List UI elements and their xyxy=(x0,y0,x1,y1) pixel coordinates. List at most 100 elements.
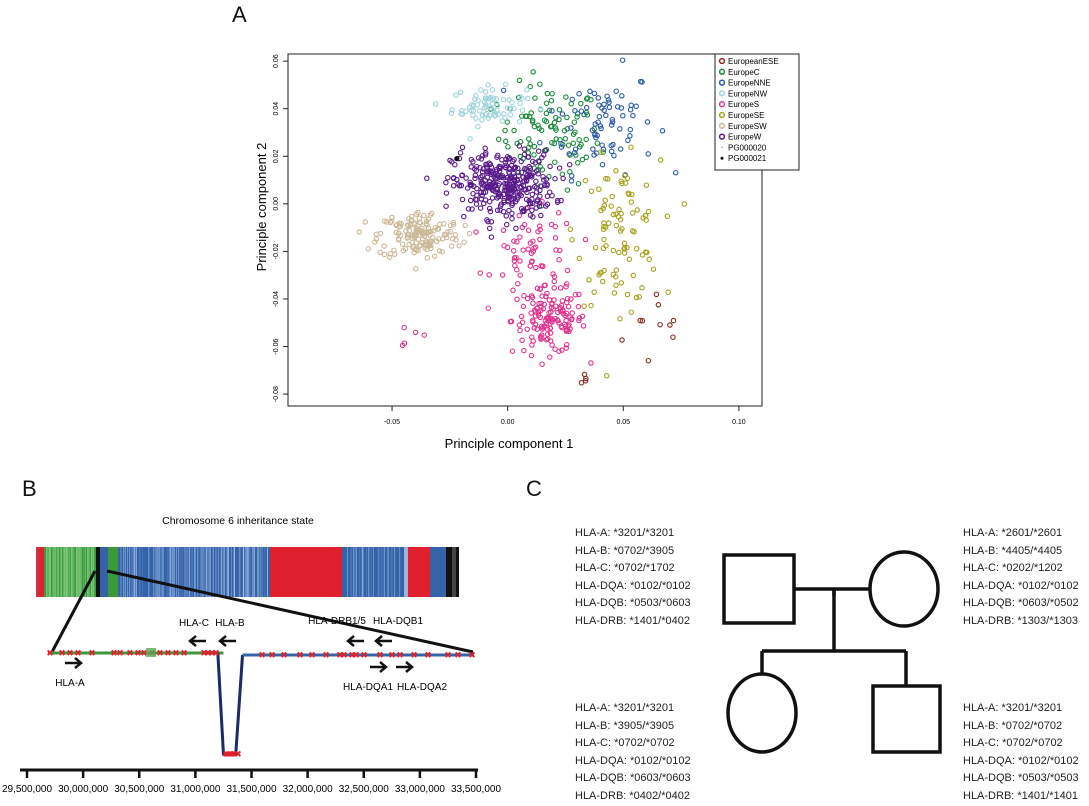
data-point xyxy=(613,222,620,229)
data-point xyxy=(520,182,527,189)
data-point xyxy=(423,242,429,249)
data-point xyxy=(543,293,549,300)
data-point xyxy=(541,177,547,183)
data-point xyxy=(485,115,492,121)
data-point xyxy=(466,230,473,237)
data-point xyxy=(536,159,542,165)
data-point xyxy=(637,317,643,324)
data-point xyxy=(523,174,529,181)
data-point xyxy=(418,227,424,234)
data-point xyxy=(421,332,427,338)
legend-label: EuropeanESE xyxy=(728,57,779,66)
pca-axes-ticks: -0.05 0.00 0.05 0.10 -0.08 -0.06 -0.04 -0.02 0.0… xyxy=(273,54,746,426)
data-point xyxy=(601,236,607,243)
data-point xyxy=(542,147,549,154)
data-point xyxy=(513,254,519,261)
data-point xyxy=(556,348,562,354)
data-point xyxy=(571,119,578,125)
data-point xyxy=(547,123,554,130)
data-point xyxy=(565,303,572,310)
genotype-line: HLA-C: *0202/*1202 xyxy=(963,562,1063,575)
data-point xyxy=(562,312,568,319)
data-point xyxy=(568,178,575,184)
data-point xyxy=(633,103,639,110)
data-point xyxy=(608,203,614,209)
legend-marker xyxy=(718,79,726,86)
data-point xyxy=(594,140,601,146)
data-point xyxy=(583,104,590,111)
data-point xyxy=(563,94,569,100)
data-point xyxy=(517,272,523,278)
data-point xyxy=(613,267,620,273)
data-point xyxy=(537,236,543,243)
data-point xyxy=(538,336,544,342)
snp-marker: ✖ xyxy=(204,649,212,659)
data-point xyxy=(517,327,523,334)
data-point xyxy=(596,272,602,278)
data-point xyxy=(543,146,550,153)
data-point xyxy=(470,159,476,165)
data-point xyxy=(603,112,609,119)
data-point xyxy=(621,240,628,247)
snp-marker: ✖ xyxy=(180,649,188,659)
panel-c-label: C xyxy=(526,476,542,501)
data-point xyxy=(553,247,559,253)
genotype-line: HLA-DQA: *0102/*0102 xyxy=(575,754,691,767)
data-point xyxy=(411,231,418,237)
data-point xyxy=(538,323,545,330)
data-point xyxy=(478,189,484,196)
data-point xyxy=(551,140,558,147)
data-point xyxy=(457,89,464,96)
data-point xyxy=(411,220,418,226)
data-point xyxy=(552,175,558,182)
gene-arrowhead xyxy=(218,635,227,647)
data-point xyxy=(389,214,395,221)
data-point xyxy=(514,296,520,303)
data-point xyxy=(643,182,650,188)
data-point xyxy=(587,88,593,95)
data-point xyxy=(530,317,536,324)
data-point xyxy=(511,173,518,180)
data-point xyxy=(644,249,650,256)
data-point xyxy=(564,126,571,132)
snp-marker: ✖ xyxy=(340,651,348,661)
data-point xyxy=(639,318,646,324)
data-point xyxy=(493,96,499,102)
state-segment xyxy=(96,547,100,597)
data-point xyxy=(624,175,631,182)
data-point xyxy=(509,202,515,209)
data-point xyxy=(479,117,485,123)
data-point xyxy=(568,173,575,179)
data-point xyxy=(608,122,615,128)
data-point xyxy=(580,323,587,329)
snp-marker: ✖ xyxy=(396,651,404,661)
data-point xyxy=(553,114,559,121)
data-point xyxy=(510,248,517,254)
legend-label: EuropeSW xyxy=(728,122,767,131)
x-tick-label: 0.10 xyxy=(732,419,746,426)
pca-x-axis-label: Principle component 1 xyxy=(445,436,574,451)
data-point xyxy=(634,207,641,213)
data-point xyxy=(531,325,537,331)
genotype-line: HLA-DQB: *0503/*0603 xyxy=(575,597,691,610)
data-point xyxy=(506,207,512,214)
daughter-genotypes: HLA-A: *3201/*3201 HLA-B: *3905/*3905 HL… xyxy=(575,700,691,806)
data-point xyxy=(511,238,517,244)
data-point xyxy=(516,212,523,219)
data-point xyxy=(495,136,502,142)
genotype-line: HLA-DQA: *0102/*0102 xyxy=(575,579,691,592)
data-point xyxy=(576,91,582,97)
mother-circle xyxy=(868,550,940,628)
snp-marker: ✖ xyxy=(388,651,396,661)
mother-genotypes: HLA-A: *2601/*2601 HLA-B: *4405/*4405 HL… xyxy=(963,525,1079,631)
data-point xyxy=(415,209,421,216)
data-point xyxy=(537,106,544,112)
snp-marker: ✖ xyxy=(156,649,164,659)
data-point xyxy=(547,330,554,336)
data-point xyxy=(667,322,673,328)
data-point xyxy=(506,96,512,103)
data-point xyxy=(471,183,477,190)
snp-marker: ✖ xyxy=(376,651,384,661)
data-point xyxy=(592,244,599,251)
genotype-line: HLA-B: *0702/*3905 xyxy=(575,544,675,557)
